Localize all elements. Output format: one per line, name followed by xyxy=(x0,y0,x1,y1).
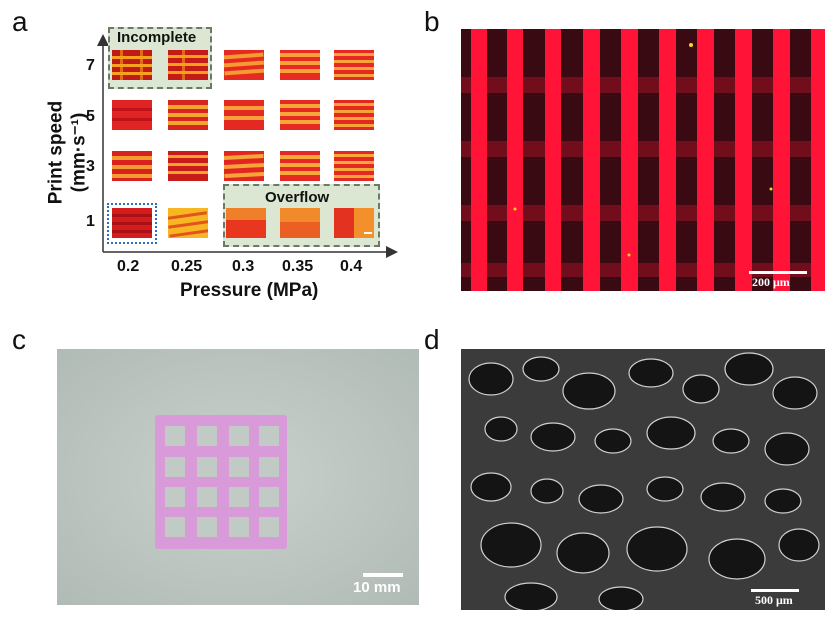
y-axis-title: Print speed (mm·s⁻¹) xyxy=(45,100,90,205)
incomplete-label: Incomplete xyxy=(117,29,197,46)
micrograph-5-0.2 xyxy=(112,100,152,130)
panel-d-image: 500 μm xyxy=(461,349,825,610)
panel-c-scale-bar-label: 10 mm xyxy=(353,579,401,596)
micrograph-1-0.3 xyxy=(226,208,266,238)
panel-d-letter: d xyxy=(424,324,440,355)
micrograph-7-0.25 xyxy=(168,50,208,80)
micrograph-1-0.4 xyxy=(334,208,374,238)
panel-a: Print speed (mm·s⁻¹) 7 5 3 1 0.2 0.25 0.… xyxy=(0,0,420,310)
sem-porous-image xyxy=(461,349,825,610)
y-tick-3: 3 xyxy=(86,158,95,175)
micrograph-3-0.35 xyxy=(280,151,320,181)
micrograph-5-0.25 xyxy=(168,100,208,130)
micrograph-3-0.4 xyxy=(334,151,374,181)
panel-b-scale-bar-label: 200 μm xyxy=(752,275,790,289)
micrograph-7-0.2 xyxy=(112,50,152,80)
selected-condition-box xyxy=(107,203,157,244)
panel-b-image: 200 μm xyxy=(461,29,825,291)
micrograph-7-0.35 xyxy=(280,50,320,80)
y-tick-7: 7 xyxy=(86,57,95,74)
x-tick-0.3: 0.3 xyxy=(232,258,255,275)
micrograph-5-0.4 xyxy=(334,100,374,130)
micrograph-3-0.25 xyxy=(168,151,208,181)
x-tick-0.25: 0.25 xyxy=(171,258,203,275)
micrograph-1-0.25 xyxy=(168,208,208,238)
y-tick-5: 5 xyxy=(86,108,95,125)
micrograph-7-0.4 xyxy=(334,50,374,80)
x-tick-0.4: 0.4 xyxy=(340,258,363,275)
panel-d-scale-bar-label: 500 μm xyxy=(755,593,793,607)
micrograph-1-0.2 xyxy=(112,208,152,238)
x-tick-0.2: 0.2 xyxy=(117,258,140,275)
overflow-label: Overflow xyxy=(265,189,330,206)
micrograph-1-0.35 xyxy=(280,208,320,238)
y-tick-1: 1 xyxy=(86,213,95,230)
x-tick-0.35: 0.35 xyxy=(282,258,314,275)
panel-b-letter: b xyxy=(424,6,440,37)
printed-scaffold-photo xyxy=(57,349,419,605)
micrograph-3-0.3 xyxy=(224,151,264,181)
panel-c-letter: c xyxy=(12,324,26,355)
fluorescent-grid-image xyxy=(461,29,825,291)
micrograph-5-0.3 xyxy=(224,100,264,130)
panel-c-photo: 10 mm xyxy=(57,349,419,605)
micrograph-3-0.2 xyxy=(112,151,152,181)
panel-a-axes xyxy=(97,34,398,258)
panel-a-letter: a xyxy=(12,6,28,37)
micrograph-7-0.3 xyxy=(224,50,264,80)
micrograph-5-0.35 xyxy=(280,100,320,130)
x-axis-title: Pressure (MPa) xyxy=(180,280,319,301)
